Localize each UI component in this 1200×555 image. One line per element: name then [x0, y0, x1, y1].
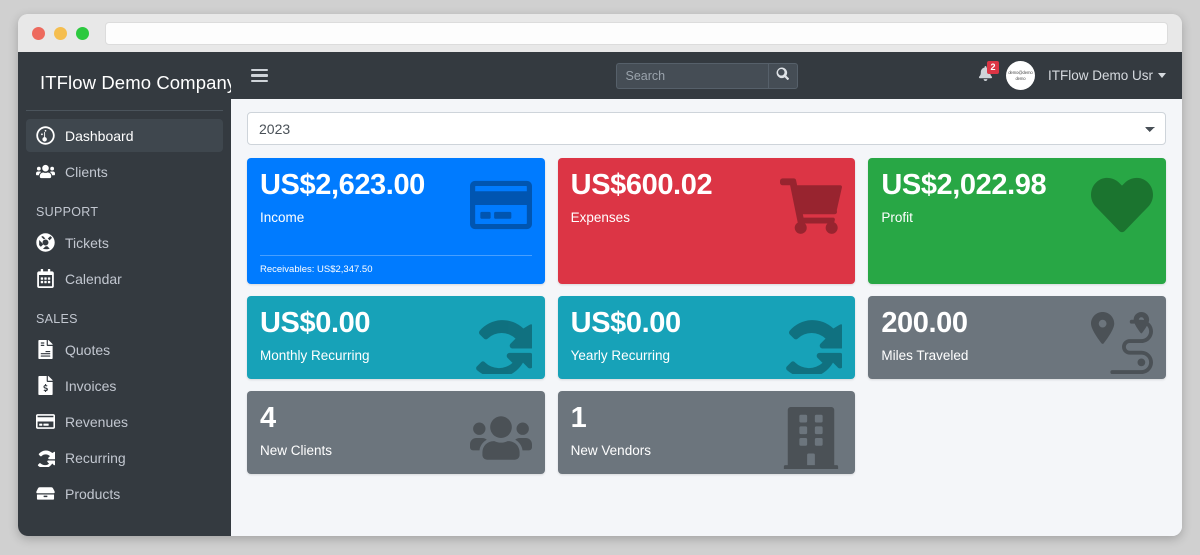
sidebar-item-revenues[interactable]: Revenues — [26, 405, 223, 438]
avatar-line-1: demo@demo — [1008, 69, 1033, 75]
stat-card-value: US$2,623.00 — [260, 169, 425, 201]
stat-card-label: Income — [260, 210, 305, 226]
avatar-line-2: demo — [1015, 75, 1026, 81]
sidebar-item-label: Calendar — [65, 270, 122, 287]
content-column: 2 demo@demo demo ITFlow Demo Usr 2023 — [231, 52, 1182, 536]
window-controls — [32, 26, 89, 40]
stat-card-profit[interactable]: US$2,022.98 Profit — [868, 158, 1166, 284]
stat-card-new-clients[interactable]: 4 New Clients — [247, 391, 545, 474]
users-icon — [36, 162, 55, 181]
browser-titlebar — [18, 14, 1182, 52]
stat-card-label: Profit — [881, 210, 913, 226]
stat-card-value: 200.00 — [881, 307, 968, 339]
stat-card-label: Expenses — [570, 210, 630, 226]
stat-card-value: US$0.00 — [260, 307, 371, 339]
sidebar-item-quotes[interactable]: Quotes — [26, 333, 223, 366]
sidebar-item-label: Tickets — [65, 234, 109, 251]
stat-card-value: US$2,022.98 — [881, 169, 1047, 201]
close-window-button[interactable] — [32, 26, 45, 40]
file-dollar-icon — [36, 376, 55, 395]
sidebar-brand[interactable]: ITFlow Demo Company — [26, 58, 231, 111]
stat-card-grid: US$2,623.00 Income Receivables: US$2,347… — [247, 158, 1166, 474]
hamburger-icon[interactable] — [251, 68, 268, 83]
main-content: 2023 US$2,623.00 Income Receivables: US$… — [231, 99, 1182, 536]
search-icon — [776, 67, 790, 85]
avatar[interactable]: demo@demo demo — [1005, 61, 1035, 90]
navbar-right: 2 demo@demo demo ITFlow Demo Usr — [978, 60, 1166, 90]
sidebar-item-label: Recurring — [65, 449, 126, 466]
user-menu-label: ITFlow Demo Usr — [1047, 68, 1153, 83]
stat-card-miles-traveled[interactable]: 200.00 Miles Traveled — [868, 296, 1166, 379]
stat-card-income[interactable]: US$2,623.00 Income Receivables: US$2,347… — [247, 158, 545, 284]
search-button[interactable] — [767, 62, 798, 89]
sidebar-item-recurring[interactable]: Recurring — [26, 441, 223, 474]
stat-card-label: Monthly Recurring — [260, 348, 370, 364]
search-input[interactable] — [615, 62, 768, 89]
stat-card-value: 1 — [570, 402, 587, 434]
credit-card-icon — [36, 412, 55, 431]
stat-card-new-vendors[interactable]: 1 New Vendors — [557, 391, 856, 474]
sidebar: ITFlow Demo Company Dashboard Clients SU… — [18, 52, 231, 536]
stat-card-monthly-recurring[interactable]: US$0.00 Monthly Recurring — [247, 296, 545, 379]
top-navbar: 2 demo@demo demo ITFlow Demo Usr — [231, 52, 1182, 99]
box-icon — [36, 484, 55, 503]
stat-card-value: 4 — [260, 402, 276, 434]
stat-card-label: New Vendors — [570, 443, 651, 459]
maximize-window-button[interactable] — [76, 26, 89, 40]
url-bar[interactable] — [105, 21, 1168, 45]
sidebar-item-label: Dashboard — [65, 127, 134, 144]
stat-card-expenses[interactable]: US$600.02 Expenses — [557, 158, 856, 284]
life-ring-icon — [36, 233, 55, 252]
search-form — [615, 62, 798, 89]
sidebar-item-invoices[interactable]: Invoices — [26, 369, 223, 402]
stat-card-label: Yearly Recurring — [570, 348, 670, 364]
stat-card-yearly-recurring[interactable]: US$0.00 Yearly Recurring — [557, 296, 856, 379]
sidebar-item-calendar[interactable]: Calendar — [26, 262, 223, 295]
stat-card-value: US$0.00 — [570, 307, 681, 339]
notifications-button[interactable]: 2 — [978, 60, 999, 86]
sidebar-nav: Dashboard Clients SUPPORT Tickets — [18, 119, 231, 510]
sidebar-item-clients[interactable]: Clients — [26, 155, 223, 188]
browser-window: ITFlow Demo Company Dashboard Clients SU… — [18, 14, 1182, 536]
notification-badge: 2 — [986, 60, 999, 74]
sidebar-section-support: SUPPORT — [36, 205, 99, 219]
user-menu[interactable]: ITFlow Demo Usr — [1048, 68, 1166, 83]
stat-card-footer: Receivables: US$2,347.50 — [260, 255, 532, 275]
year-filter-select[interactable]: 2023 — [247, 112, 1166, 145]
calendar-icon — [36, 269, 55, 288]
sidebar-item-label: Invoices — [65, 377, 117, 394]
sidebar-item-label: Revenues — [65, 413, 129, 430]
sidebar-section-sales: SALES — [36, 312, 78, 326]
file-invoice-icon — [36, 340, 55, 359]
stat-card-label: New Clients — [260, 443, 333, 459]
sidebar-item-tickets[interactable]: Tickets — [26, 226, 223, 259]
sidebar-item-label: Quotes — [65, 341, 111, 358]
stat-card-label: Miles Traveled — [881, 348, 969, 364]
sidebar-item-products[interactable]: Products — [26, 477, 223, 510]
minimize-window-button[interactable] — [54, 26, 67, 40]
stat-card-value: US$600.02 — [570, 169, 713, 201]
sidebar-item-label: Products — [65, 485, 121, 502]
sync-icon — [36, 448, 55, 467]
dashboard-icon — [36, 126, 55, 145]
sidebar-item-label: Clients — [65, 163, 108, 180]
application-frame: ITFlow Demo Company Dashboard Clients SU… — [18, 52, 1182, 536]
sidebar-item-dashboard[interactable]: Dashboard — [26, 119, 223, 152]
chevron-down-icon — [1158, 73, 1166, 78]
